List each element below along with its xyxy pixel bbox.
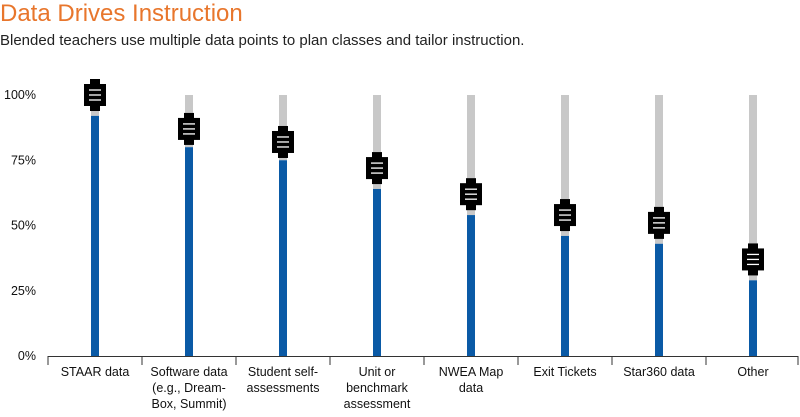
x-category-label: Other xyxy=(737,365,769,379)
value-bar xyxy=(561,235,569,356)
track-bar xyxy=(655,95,663,244)
chart-title: Data Drives Instruction xyxy=(0,0,243,27)
markers xyxy=(84,79,764,276)
track-bar xyxy=(749,95,757,281)
range-marker xyxy=(460,178,482,211)
value-bar xyxy=(279,160,287,356)
value-bar xyxy=(373,188,381,356)
y-tick-label: 0% xyxy=(18,349,36,363)
y-tick-label: 75% xyxy=(11,153,36,167)
value-bar xyxy=(467,215,475,356)
axes xyxy=(47,356,799,365)
track-bar xyxy=(373,95,381,189)
value-bar xyxy=(749,280,757,356)
range-marker xyxy=(84,79,106,111)
range-marker xyxy=(178,112,200,145)
x-category-label: Exit Tickets xyxy=(533,365,597,379)
chart-subtitle: Blended teachers use multiple data point… xyxy=(0,32,525,49)
y-tick-labels: 0% 25% 50% 75% 100% xyxy=(4,88,36,363)
track-bar xyxy=(467,95,475,216)
track-bar xyxy=(561,95,569,236)
x-category-label: Star360 data xyxy=(623,365,695,379)
y-tick-label: 25% xyxy=(11,284,36,298)
value-bar xyxy=(91,115,99,356)
x-category-label: Software data (e.g., Dream- Box, Summit) xyxy=(150,365,228,411)
x-category-label: Student self- assessments xyxy=(246,365,320,395)
value-bar xyxy=(655,243,663,356)
range-marker xyxy=(554,199,576,232)
range-marker xyxy=(272,125,294,158)
x-category-label: NWEA Map data xyxy=(438,365,504,395)
range-marker xyxy=(648,206,670,239)
y-tick-label: 50% xyxy=(11,219,36,233)
y-tick-label: 100% xyxy=(4,88,36,102)
range-marker xyxy=(742,243,764,276)
x-category-label: STAAR data xyxy=(60,365,130,379)
x-category-label: Unit or benchmark assessment xyxy=(343,365,411,411)
bars xyxy=(91,115,757,356)
value-bar xyxy=(185,147,193,356)
range-marker xyxy=(366,152,388,185)
